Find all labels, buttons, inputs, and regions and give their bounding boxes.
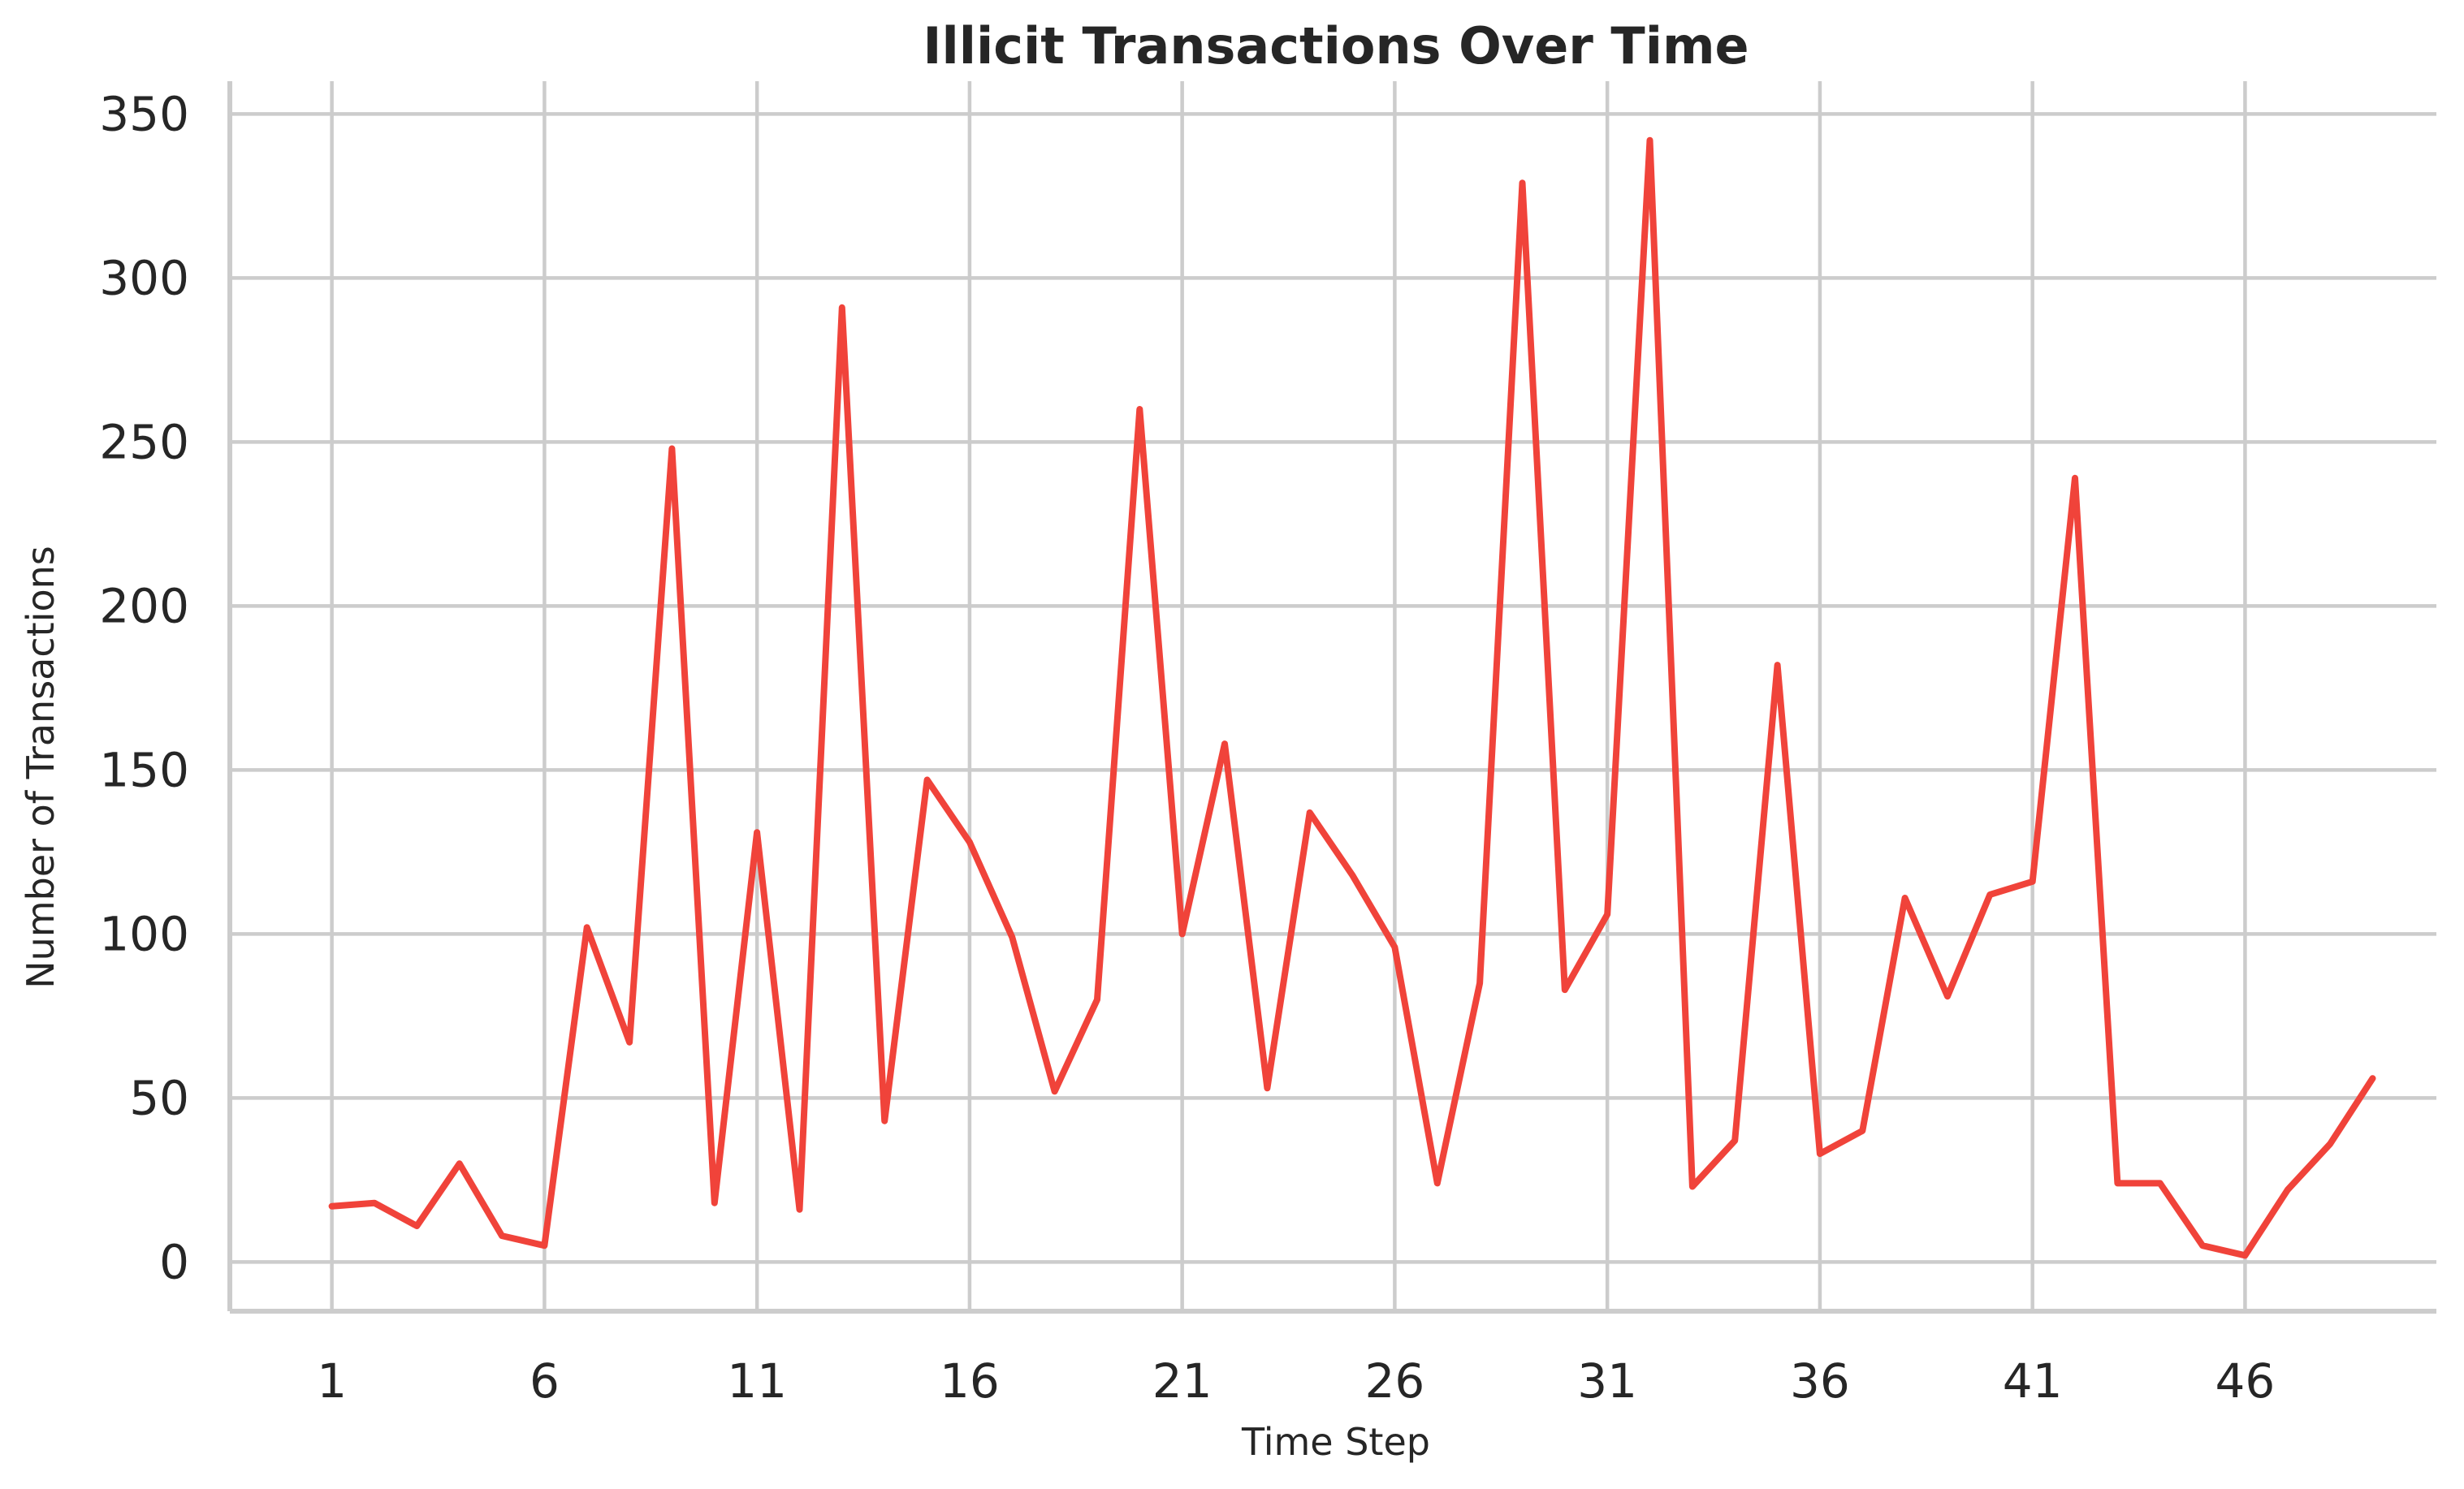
series-line-0 <box>328 136 2376 1259</box>
x-tick-label-41: 41 <box>2003 1353 2063 1409</box>
x-axis-label: Time Step <box>1241 1420 1430 1464</box>
x-tick-label-1: 1 <box>317 1353 347 1409</box>
chart-title: Illicit Transactions Over Time <box>923 16 1749 76</box>
x-tick-label-16: 16 <box>940 1353 1000 1409</box>
y-gridlines <box>230 112 2436 1264</box>
y-tick-label-0: 0 <box>159 1234 189 1289</box>
x-tick-label-21: 21 <box>1152 1353 1213 1409</box>
x-tick-labels: 1 6 11 16 21 26 31 36 41 46 <box>317 1353 2275 1409</box>
x-gridlines <box>330 81 2247 1311</box>
x-tick-label-6: 6 <box>530 1353 560 1409</box>
y-axis-label: Number of Transactions <box>19 546 63 989</box>
y-tick-label-250: 250 <box>99 414 189 469</box>
y-tick-label-50: 50 <box>129 1070 189 1125</box>
x-tick-label-46: 46 <box>2215 1353 2276 1409</box>
axis-spines <box>227 81 2436 1314</box>
x-tick-label-31: 31 <box>1577 1353 1637 1409</box>
x-tick-label-36: 36 <box>1790 1353 1850 1409</box>
y-tick-label-100: 100 <box>99 906 189 961</box>
y-tick-labels: 0 50 100 150 200 250 300 350 <box>99 86 189 1289</box>
y-tick-label-200: 200 <box>99 578 189 633</box>
x-tick-label-11: 11 <box>727 1353 787 1409</box>
y-tick-label-350: 350 <box>99 86 189 141</box>
x-tick-label-26: 26 <box>1365 1353 1425 1409</box>
y-tick-label-150: 150 <box>99 742 189 797</box>
y-tick-label-300: 300 <box>99 250 189 305</box>
series-group <box>328 136 2376 1259</box>
